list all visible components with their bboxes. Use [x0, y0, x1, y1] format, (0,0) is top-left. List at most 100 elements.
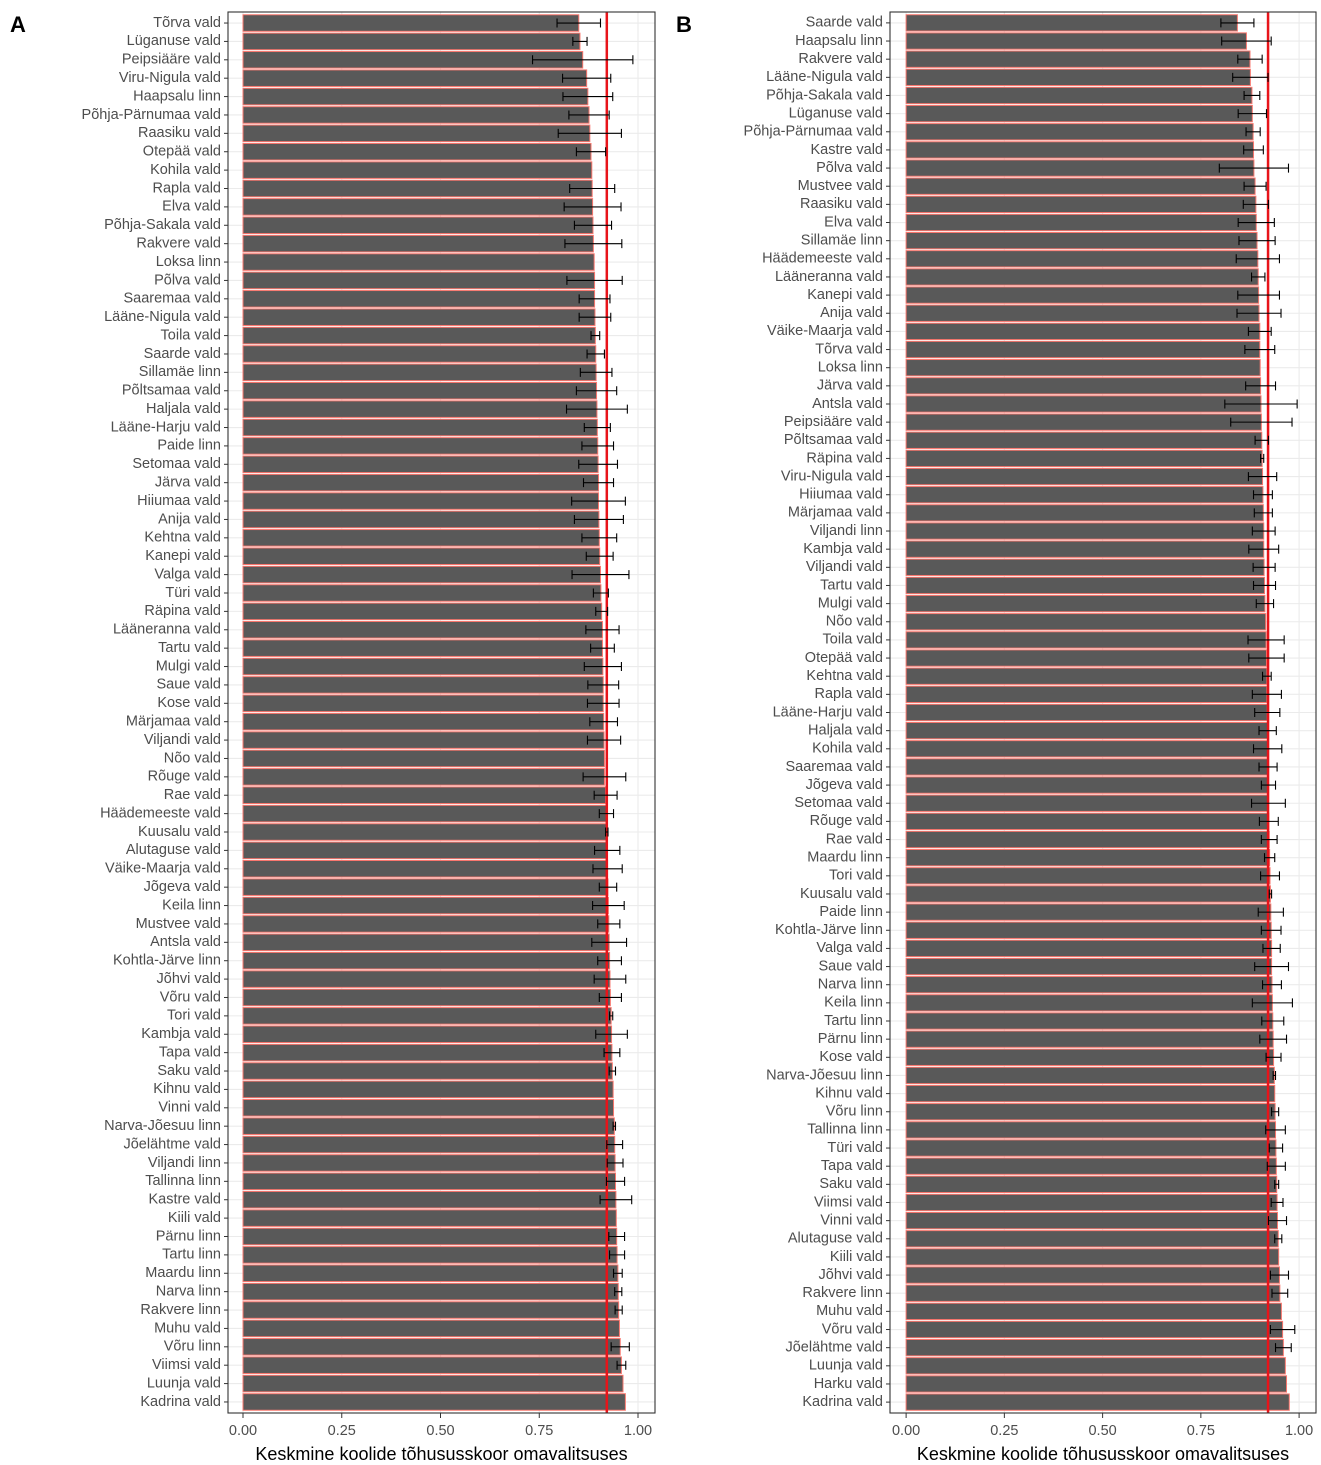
error-bar: [1242, 199, 1269, 209]
bar: [905, 86, 1253, 105]
error-bar: [609, 1011, 614, 1021]
y-tick-label: Haapsalu linn: [133, 88, 221, 104]
y-tick-label: Raasiku vald: [138, 125, 221, 141]
bar: [905, 740, 1269, 758]
bar: [905, 213, 1257, 232]
y-tick-label: Elva vald: [824, 214, 883, 230]
y-tick-label: Saarde vald: [144, 346, 221, 362]
y-tick-label: Tapa vald: [821, 1158, 883, 1174]
error-bar: [1260, 453, 1265, 463]
error-bar: [1245, 127, 1261, 137]
bar: [905, 340, 1261, 359]
error-bar: [586, 349, 605, 359]
error-bar: [597, 956, 622, 966]
error-bar: [1263, 853, 1276, 863]
x-tick-label: 0.25: [990, 1423, 1018, 1439]
error-bar: [1257, 907, 1284, 917]
bar: [905, 1248, 1280, 1266]
bar: [905, 758, 1269, 776]
error-bar: [578, 459, 619, 469]
error-bar: [1251, 998, 1293, 1008]
y-tick-label: Võru vald: [160, 989, 221, 1005]
y-tick-label: Põhja-Sakala vald: [766, 87, 883, 103]
y-tick-label: Türi vald: [165, 585, 221, 601]
bar: [905, 867, 1271, 885]
bar: [905, 104, 1253, 123]
y-tick-label: Jõhvi vald: [819, 1267, 883, 1283]
bar: [242, 1007, 612, 1025]
y-tick-label: Lüganuse vald: [789, 105, 883, 121]
x-tick-label: 0.75: [525, 1423, 553, 1439]
bar: [242, 1319, 620, 1338]
bar: [905, 377, 1262, 395]
error-bar: [1251, 272, 1266, 282]
error-bar: [1247, 635, 1285, 645]
y-tick-label: Kehtna vald: [144, 530, 221, 546]
y-tick-label: Türi vald: [827, 1140, 883, 1156]
error-bar: [592, 864, 623, 874]
error-bar: [1266, 1161, 1286, 1171]
bar: [242, 51, 584, 69]
error-bar: [1260, 871, 1280, 881]
bar: [905, 849, 1271, 867]
error-bar: [608, 1232, 626, 1241]
bar: [905, 159, 1255, 177]
y-tick-label: Muhu vald: [816, 1303, 883, 1319]
error-bar: [587, 680, 620, 690]
y-tick-label: Kose vald: [157, 695, 221, 711]
y-tick-label: Põltsamaa vald: [122, 383, 221, 399]
y-tick-label: Viljandi vald: [144, 732, 221, 748]
error-bar: [608, 1066, 617, 1076]
error-bar: [586, 735, 622, 745]
bar: [242, 510, 600, 529]
error-bar: [1274, 1234, 1283, 1244]
error-bar: [531, 55, 634, 65]
bar: [905, 1121, 1277, 1139]
y-tick-label: Jõelähtme vald: [123, 1136, 221, 1152]
bar: [242, 951, 611, 970]
error-bar: [1262, 943, 1281, 953]
y-tick-label: Järva vald: [817, 378, 883, 394]
bar: [905, 1230, 1279, 1248]
bar: [242, 970, 611, 988]
bar: [905, 486, 1264, 504]
bar: [242, 786, 607, 805]
bar: [905, 1193, 1278, 1212]
y-tick-label: Põhja-Sakala vald: [104, 217, 221, 233]
bar: [905, 1048, 1275, 1066]
error-bar: [583, 423, 611, 433]
bar: [242, 749, 605, 768]
y-tick-label: Rae vald: [164, 787, 221, 803]
y-tick-label: Anija vald: [820, 305, 883, 321]
bar: [242, 363, 597, 382]
y-tick-label: Võru linn: [164, 1339, 221, 1355]
error-bar: [1265, 1125, 1286, 1135]
bar: [242, 179, 593, 198]
error-bar: [598, 992, 622, 1002]
error-bar: [564, 239, 623, 249]
bar: [905, 177, 1256, 195]
bar: [242, 841, 608, 860]
y-tick-label: Nõo vald: [164, 750, 221, 766]
y-tick-label: Tallinna linn: [145, 1173, 221, 1189]
bar: [242, 216, 594, 235]
error-bar: [603, 1048, 621, 1058]
y-tick-label: Viimsi vald: [814, 1194, 883, 1210]
y-tick-label: Maardu linn: [145, 1265, 221, 1281]
error-bar: [572, 36, 588, 46]
y-tick-label: Põhja-Pärnumaa vald: [744, 124, 883, 140]
y-tick-label: Kastre vald: [148, 1192, 221, 1208]
y-tick-label: Märjamaa vald: [126, 714, 221, 730]
y-tick-label: Rakvere vald: [798, 51, 883, 67]
bar: [242, 418, 598, 437]
x-tick-label: 0.50: [1088, 1423, 1116, 1439]
error-bar: [571, 570, 630, 580]
y-tick-label: Saku vald: [157, 1063, 221, 1079]
y-tick-label: Mulgi vald: [156, 658, 221, 674]
y-tick-label: Sillamäe linn: [801, 232, 883, 248]
y-tick-label: Rõuge vald: [148, 769, 221, 785]
y-tick-label: Kihnu vald: [153, 1081, 221, 1097]
error-bar: [578, 312, 612, 322]
y-tick-label: Kose vald: [819, 1049, 883, 1065]
error-bar: [1253, 508, 1273, 518]
